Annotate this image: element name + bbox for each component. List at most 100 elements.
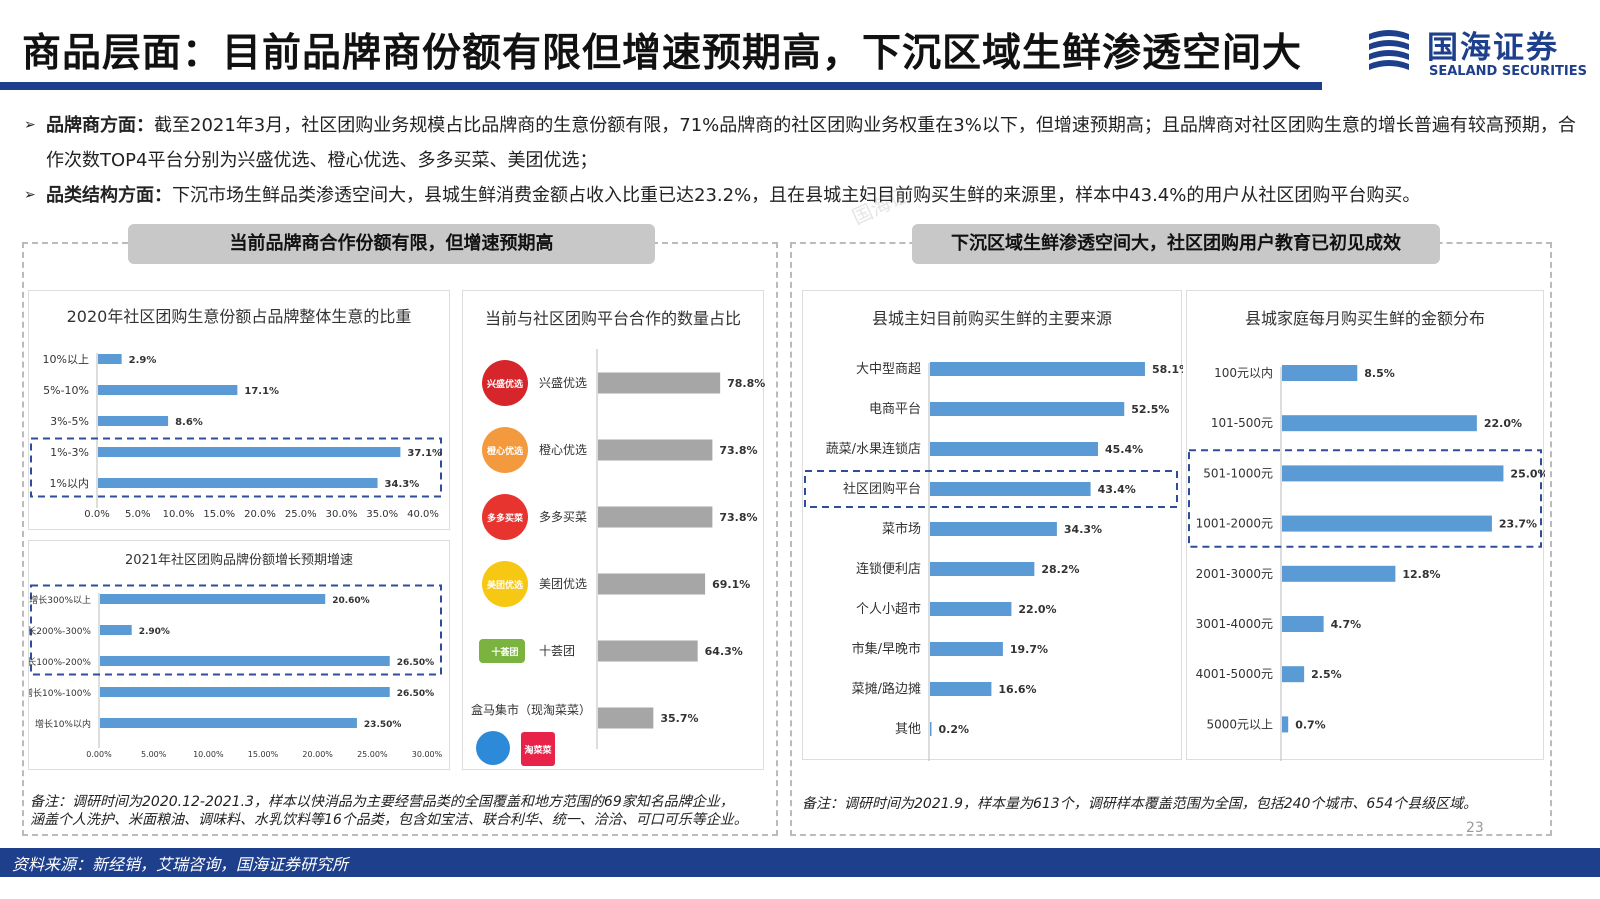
platform-logo-text: 美团优选 [487,579,523,591]
category-label: 增长300%以上 [29,594,91,606]
bar [98,447,401,457]
highlight-box [30,437,442,498]
category-label: 501-1000元 [1203,466,1273,480]
sealand-logo-icon [1369,30,1409,70]
category-label: 1001-2000元 [1196,517,1273,531]
data-label: 19.7% [1010,643,1048,656]
highlight-box [1188,449,1542,548]
data-label: 16.6% [998,683,1036,696]
chart-title: 2021年社区团购品牌份额增长预期增速 [124,553,354,568]
category-label: 增长100%-200% [29,656,91,668]
data-label: 52.5% [1131,403,1169,416]
bar [598,439,713,461]
category-label: 其他 [895,722,921,737]
data-label: 34.3% [1064,523,1102,536]
summary-bullets: ➢ 品牌商方面：截至2021年3月，社区团购业务规模占比品牌商的生意份额有限，7… [24,108,1584,213]
x-tick-label: 15.0% [203,509,235,520]
category-label: 增长10%-100% [29,687,91,699]
data-label: 2.5% [1311,668,1342,681]
page-title: 商品层面：目前品牌商份额有限但增速预期高，下沉区域生鲜渗透空间大 [22,31,1303,76]
bar [1282,666,1305,683]
x-tick-label: 5.00% [141,750,167,759]
category-label: 市集/早晚市 [852,641,921,657]
x-tick-label: 5.0% [125,509,150,520]
data-label: 20.60% [332,596,370,606]
bar [930,722,932,736]
left-note-line2: 涵盖个人洗护、米面粮油、调味料、水乳饮料等16个品类，包含如宝洁、联合利华、统一… [30,812,748,828]
taocaicai-logo-icon [521,732,555,766]
bar [930,642,1003,656]
bar [930,602,1012,616]
platform-logo-icon [482,561,528,607]
data-label: 25.0% [1510,467,1545,480]
category-label: 增长10%以内 [35,718,91,730]
platform-logo-icon [479,639,525,663]
data-label: 8.5% [1364,367,1395,380]
category-label: 个人小超市 [856,601,921,617]
data-label: 22.0% [1018,603,1056,616]
logo-english-name: SEALAND SECURITIES [1429,64,1587,79]
source-text: 资料来源：新经销，艾瑞咨询，国海证券研究所 [12,855,349,874]
bar [930,522,1057,536]
bar [98,354,122,364]
platform-logo-text: 十荟团 [491,646,518,658]
bar [98,416,169,426]
platform-logo-icon [482,360,528,406]
chart-card-sources: 县城主妇目前购买生鲜的主要来源 大中型商超 58.1% 电商平台 52.5% 蔬菜/水果… [802,290,1190,763]
bar [100,718,357,728]
left-note-line1: 备注：调研时间为2020.12-2021.3，样本以快消品为主要经营品类的全国覆… [30,794,734,810]
platform-logo-text: 多多买菜 [487,512,524,524]
x-tick-label: 20.00% [302,750,333,759]
platform-name: 兴盛优选 [539,375,587,390]
bar [598,640,698,662]
data-label: 8.6% [175,417,203,428]
bullet-category: ➢ 品类结构方面：下沉市场生鲜品类渗透空间大，县城生鲜消费金额占收入比重已达23… [24,178,1584,213]
data-label: 34.3% [385,479,420,490]
data-label: 28.2% [1041,563,1079,576]
bar [930,682,992,696]
category-label: 3001-4000元 [1196,617,1273,631]
bar [98,478,378,488]
data-label: 43.4% [1098,483,1136,496]
chart-card-platforms: 当前与社区团购平台合作的数量占比 78.8% 兴盛优选 兴盛优选 73.8% 橙心优选 橙… [462,290,765,770]
bar [1282,465,1504,482]
right-panel-heading: 下沉区域生鲜渗透空间大，社区团购用户教育已初见成效 [912,224,1440,264]
title-underline [0,82,1322,90]
category-label: 增长200%-300% [29,625,91,637]
category-label: 3%-5% [50,415,89,428]
chart-growth-2021: 增长300%以上 20.60% 增长200%-300% 2.90% 增长100%-200… [18,584,443,759]
data-label: 23.7% [1499,518,1537,531]
x-tick-label: 15.00% [248,750,279,759]
bar [598,506,713,528]
bullet-label: 品牌商方面： [46,115,154,136]
data-label: 73.8% [719,444,757,457]
category-label: 5000元以上 [1206,717,1273,731]
bar [100,687,390,697]
bar [930,402,1125,416]
bar [1282,565,1396,582]
data-label: 0.2% [939,723,970,736]
logo-chinese-name: 国海证券 [1427,30,1559,66]
category-label: 2001-3000元 [1196,567,1273,581]
category-label: 10%以上 [43,353,89,366]
data-label: 23.50% [364,720,402,730]
chart-card-spend: 县城家庭每月购买生鲜的金额分布 100元以内 8.5% 101-500元 22.0% 5… [1186,290,1549,769]
data-label: 2.90% [139,627,170,637]
category-label: 连锁便利店 [856,561,921,577]
bar [100,625,132,635]
data-label: 58.1% [1152,363,1183,376]
hema-logo-icon [476,731,510,765]
arrow-bullet-icon: ➢ [24,117,36,133]
category-label: 100元以内 [1214,366,1273,380]
bar [100,656,390,666]
platform-logo-icon [482,427,528,473]
data-label: 0.7% [1295,718,1326,731]
category-label: 101-500元 [1211,416,1273,430]
data-label: 35.7% [660,712,698,725]
x-tick-label: 10.00% [193,750,224,759]
data-label: 37.1% [407,448,442,459]
x-tick-label: 20.0% [244,509,276,520]
data-label: 45.4% [1105,443,1143,456]
category-label: 菜市场 [882,521,921,537]
x-tick-label: 40.0% [407,509,439,520]
